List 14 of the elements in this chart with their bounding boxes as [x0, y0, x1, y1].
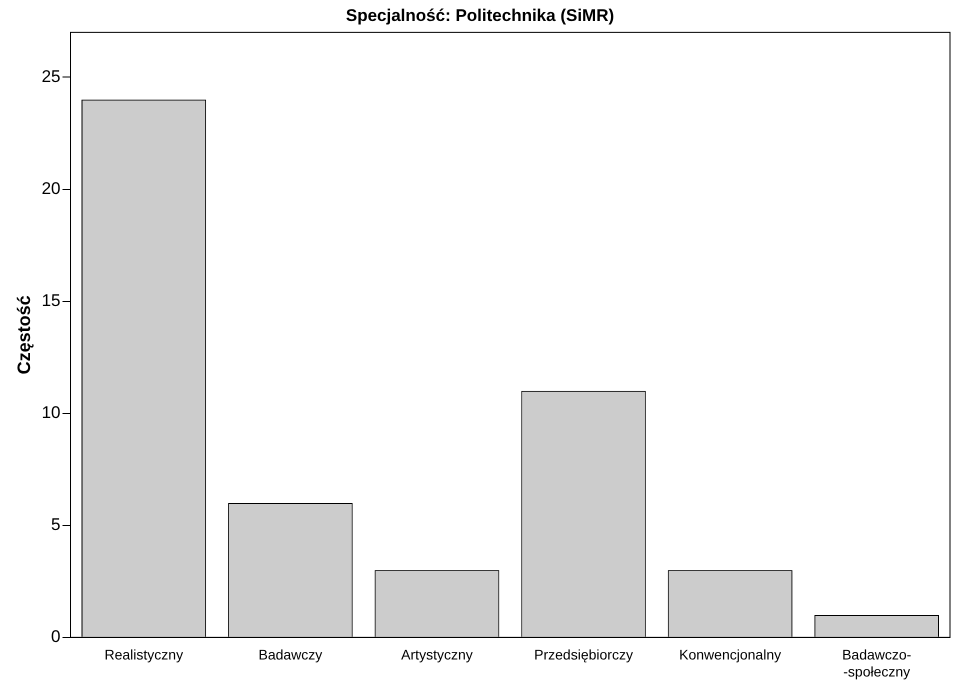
- x-tick-label: Artystyczny: [401, 646, 473, 663]
- y-tick-label: 0: [51, 627, 61, 646]
- x-tick-label: Badawczy: [258, 646, 322, 663]
- chart-title: Specjalność: Politechnika (SiMR): [346, 6, 614, 25]
- y-tick-label: 10: [42, 403, 61, 422]
- y-axis-title: Częstość: [14, 295, 34, 374]
- x-tick-label: Przedsiębiorczy: [534, 646, 633, 663]
- x-tick-label: Konwencjonalny: [679, 646, 782, 663]
- y-tick-label: 15: [42, 290, 61, 310]
- y-tick-label: 5: [51, 515, 61, 534]
- x-tick-label: Realistyczny: [104, 646, 184, 663]
- x-tick-label: Badawczo- -społeczny: [842, 646, 912, 680]
- y-tick-label: 20: [42, 178, 61, 198]
- y-tick-label: 25: [42, 66, 61, 86]
